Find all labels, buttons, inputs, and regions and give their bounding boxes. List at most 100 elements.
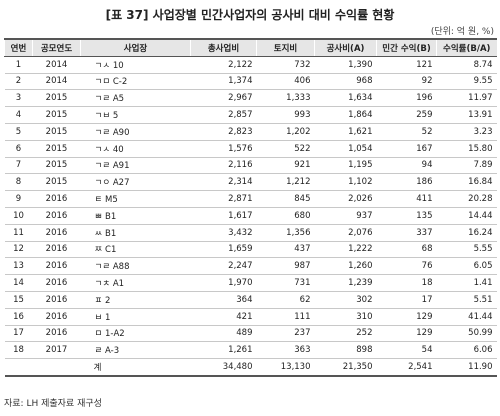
table-cell: ㄹ A-3 [80, 341, 191, 360]
table-cell: 14 [4, 274, 33, 292]
table-cell: ㅂ 1 [80, 308, 191, 326]
table-cell: 41.44 [436, 308, 497, 326]
table-cell: 2017 [32, 341, 81, 360]
table-body: 1 2014 ㄱㅅ 10 2,122 732 1,390 121 8.74 2 2014 ㄱㅁ C-… [4, 56, 497, 377]
header-row: 연번 공모연도 사업장 총사업비 토지비 공사비(A) 민간 수익(B) 수익률(B/A) [4, 37, 497, 57]
table-cell: 6.05 [436, 257, 497, 276]
table-row: 15 2016 ㅍ 2 364 62 302 17 5.51 [4, 291, 497, 309]
table-cell: 8 [4, 173, 33, 192]
table-cell: 363 [256, 341, 315, 360]
table-row: 8 2015 ㄱㅇ A27 2,314 1,212 1,102 186 16.84 [4, 173, 497, 192]
table-cell: 52 [376, 123, 437, 141]
table-cell: 968 [314, 73, 377, 91]
table-cell: 20.28 [436, 190, 497, 208]
table-cell: 11 [4, 224, 33, 242]
table-cell: 2016 [32, 190, 81, 208]
table-cell: 196 [376, 89, 437, 108]
table-cell: ㅁ 1-A2 [80, 325, 191, 343]
table-cell: 2016 [32, 325, 81, 343]
table-row: 10 2016 ㅃ B1 1,617 680 937 135 14.44 [4, 207, 497, 225]
table-cell: 1,617 [190, 207, 257, 225]
table-cell: 6.06 [436, 341, 497, 360]
column-header: 공사비(A) [314, 37, 377, 57]
table-cell: 1,356 [256, 224, 315, 242]
table-cell: 14.44 [436, 207, 497, 225]
table-cell: 2,026 [314, 190, 377, 208]
table-cell: 54 [376, 341, 437, 360]
table-cell: 2016 [32, 308, 81, 326]
table-cell: 2016 [32, 207, 81, 225]
table-cell: ㄱㅅ 40 [80, 140, 191, 158]
table-row: 9 2016 ㅌ M5 2,871 845 2,026 411 20.28 [4, 190, 497, 208]
table-row: 7 2015 ㄱㄹ A91 2,116 921 1,195 94 7.89 [4, 157, 497, 175]
table-cell: ㄱㅊ A1 [80, 274, 191, 292]
column-header: 수익률(B/A) [436, 37, 497, 57]
table-cell: 364 [190, 291, 257, 309]
table-cell: 2 [4, 73, 33, 91]
table-cell: 2015 [32, 89, 81, 108]
table-cell: 94 [376, 157, 437, 175]
table-cell: 2,871 [190, 190, 257, 208]
column-header: 민간 수익(B) [376, 37, 437, 57]
table-cell: 18 [4, 341, 33, 360]
table-cell: 1,621 [314, 123, 377, 141]
table-cell: ㅌ M5 [80, 190, 191, 208]
table-cell: 13.91 [436, 106, 497, 124]
table-cell: 13 [4, 257, 33, 276]
column-header: 총사업비 [190, 37, 257, 57]
table-cell: 1,202 [256, 123, 315, 141]
table-row: 6 2015 ㄱㅅ 40 1,576 522 1,054 167 15.80 [4, 140, 497, 158]
table-cell: 680 [256, 207, 315, 225]
table-row: 14 2016 ㄱㅊ A1 1,970 731 1,239 18 1.41 [4, 274, 497, 292]
table-cell: 129 [376, 308, 437, 326]
table-cell: 15 [4, 291, 33, 309]
table-cell: 18 [376, 274, 437, 292]
title: [표 37] 사업장별 민간사업자의 공사비 대비 수익률 현황 [105, 8, 395, 22]
table-cell: 1,102 [314, 173, 377, 192]
table-cell: 186 [376, 173, 437, 192]
table-cell: 731 [256, 274, 315, 292]
table-cell: ㅍ 2 [80, 291, 191, 309]
table-cell: 2016 [32, 224, 81, 242]
table-cell: ㅆ B1 [80, 224, 191, 242]
table-cell: 1,576 [190, 140, 257, 158]
unit-note: (단위: 억 원, %) [430, 27, 494, 37]
table-row: 17 2016 ㅁ 1-A2 489 237 252 129 50.99 [4, 325, 497, 343]
table-cell: 167 [376, 140, 437, 158]
table-cell: 4 [4, 106, 33, 124]
table-row: 5 2015 ㄱㄹ A90 2,823 1,202 1,621 52 3.23 [4, 123, 497, 141]
table-cell: 16.84 [436, 173, 497, 192]
table-row: 2 2014 ㄱㅁ C-2 1,374 406 968 92 9.55 [4, 73, 497, 91]
table-cell: 1,260 [314, 257, 377, 276]
table-cell: 5.55 [436, 241, 497, 259]
table-cell: 135 [376, 207, 437, 225]
table-cell: 111 [256, 308, 315, 326]
table-cell: 845 [256, 190, 315, 208]
table-cell: 6 [4, 140, 33, 158]
table-cell: 2015 [32, 140, 81, 158]
table-cell: 406 [256, 73, 315, 91]
table-cell: 732 [256, 56, 315, 74]
table-cell: ㄱㅁ C-2 [80, 73, 191, 91]
column-header: 토지비 [256, 37, 315, 57]
table-cell: 129 [376, 325, 437, 343]
table-cell: 252 [314, 325, 377, 343]
column-header: 사업장 [80, 37, 191, 57]
table-cell: 993 [256, 106, 315, 124]
table-cell: 15.80 [436, 140, 497, 158]
table-cell: 1,333 [256, 89, 315, 108]
table-cell: 411 [376, 190, 437, 208]
table-cell: 310 [314, 308, 377, 326]
table-cell: 898 [314, 341, 377, 360]
table-cell: 76 [376, 257, 437, 276]
table-cell: 421 [190, 308, 257, 326]
table-cell: 921 [256, 157, 315, 175]
table-cell: 2015 [32, 123, 81, 141]
table-cell: 7.89 [436, 157, 497, 175]
table-cell: 2,076 [314, 224, 377, 242]
table-cell: 2015 [32, 106, 81, 124]
table-cell: ㄱㄹ A5 [80, 89, 191, 108]
table-cell: 17 [4, 325, 33, 343]
total-row: 계 34,480 13,130 21,350 2,541 11.90 [4, 358, 497, 377]
